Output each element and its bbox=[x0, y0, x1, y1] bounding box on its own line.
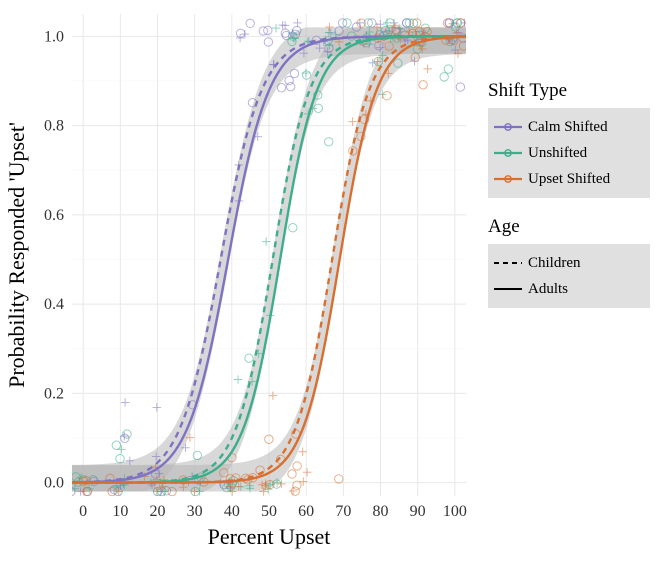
legend-title-shift: Shift Type bbox=[488, 80, 657, 102]
svg-text:0.4: 0.4 bbox=[44, 296, 64, 313]
legend-panel: Shift Type Calm Shifted Unshifted Upset … bbox=[480, 0, 657, 568]
legend-label-adults: Adults bbox=[528, 281, 568, 298]
legend-label-children: Children bbox=[528, 255, 581, 272]
legend-label-calm: Calm Shifted bbox=[528, 119, 608, 136]
chart-svg: 0 10 20 30 40 50 60 70 80 90 100 0.0 0.2 0.4 0.6 0.8 1.0… bbox=[0, 0, 480, 568]
figure-container: 0 10 20 30 40 50 60 70 80 90 100 0.0 0.2 0.4 0.6 0.8 1.0… bbox=[0, 0, 657, 568]
svg-text:90: 90 bbox=[410, 503, 426, 520]
legend-item-adults: Adults bbox=[494, 276, 644, 302]
legend-swatch-calm bbox=[494, 118, 522, 136]
svg-text:1.0: 1.0 bbox=[44, 28, 64, 45]
svg-text:100: 100 bbox=[443, 503, 467, 520]
legend-label-unshifted: Unshifted bbox=[528, 145, 587, 162]
legend-block-shift: Calm Shifted Unshifted Upset Shifted bbox=[488, 108, 650, 198]
legend-swatch-adults bbox=[494, 280, 522, 298]
svg-text:Probability Responded 'Upset': Probability Responded 'Upset' bbox=[4, 122, 29, 388]
legend-item-calm: Calm Shifted bbox=[494, 114, 644, 140]
legend-item-children: Children bbox=[494, 250, 644, 276]
svg-text:20: 20 bbox=[149, 503, 165, 520]
legend-swatch-children bbox=[494, 254, 522, 272]
svg-text:50: 50 bbox=[261, 503, 277, 520]
svg-text:0.0: 0.0 bbox=[44, 475, 64, 492]
legend-item-unshifted: Unshifted bbox=[494, 140, 644, 166]
legend-item-upset: Upset Shifted bbox=[494, 166, 644, 192]
legend-swatch-upset bbox=[494, 170, 522, 188]
svg-text:0: 0 bbox=[79, 503, 87, 520]
svg-text:0.2: 0.2 bbox=[44, 385, 64, 402]
legend-block-age: Children Adults bbox=[488, 244, 650, 308]
svg-text:0.8: 0.8 bbox=[44, 118, 64, 135]
legend-label-upset: Upset Shifted bbox=[528, 171, 610, 188]
chart-panel: 0 10 20 30 40 50 60 70 80 90 100 0.0 0.2 0.4 0.6 0.8 1.0… bbox=[0, 0, 480, 568]
legend-title-age: Age bbox=[488, 216, 657, 238]
svg-text:70: 70 bbox=[335, 503, 351, 520]
svg-text:Percent Upset: Percent Upset bbox=[208, 524, 331, 549]
svg-text:10: 10 bbox=[112, 503, 128, 520]
svg-text:30: 30 bbox=[187, 503, 203, 520]
legend-swatch-unshifted bbox=[494, 144, 522, 162]
svg-text:40: 40 bbox=[224, 503, 240, 520]
svg-text:80: 80 bbox=[373, 503, 389, 520]
svg-text:0.6: 0.6 bbox=[44, 207, 64, 224]
svg-text:60: 60 bbox=[298, 503, 314, 520]
